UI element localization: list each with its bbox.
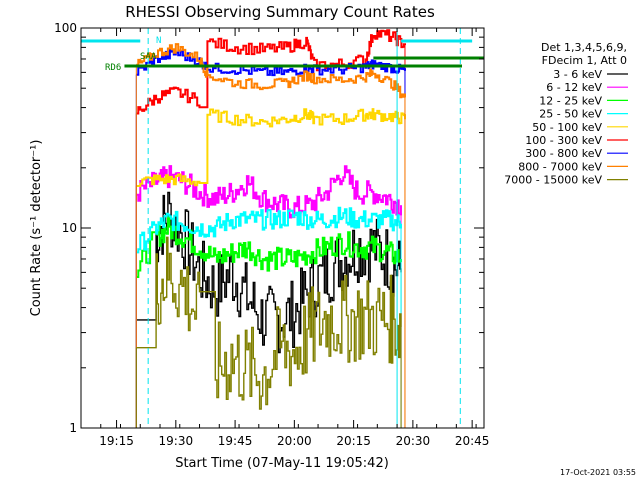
flag-label: N — [156, 36, 161, 46]
legend-label: 6 - 12 keV — [546, 81, 602, 94]
flag-label: SAA — [140, 52, 157, 62]
x-tick-label: 20:30 — [396, 434, 431, 448]
x-tick-label: 19:30 — [159, 434, 194, 448]
legend-label: 800 - 7000 keV — [518, 160, 602, 173]
legend-header: FDecim 1, Att 0 — [542, 54, 627, 67]
legend-label: 300 - 800 keV — [525, 147, 602, 160]
legend-label: 100 - 300 keV — [525, 134, 602, 147]
y-axis-label: Count Rate (s⁻¹ detector⁻¹) — [29, 140, 44, 317]
series-line — [136, 49, 406, 77]
series-line — [136, 43, 406, 99]
series-line — [136, 216, 402, 278]
y-tick-label: 1 — [69, 421, 77, 435]
legend-label: 12 - 25 keV — [539, 94, 602, 107]
chart-title: RHESSI Observing Summary Count Rates — [125, 3, 435, 21]
series-line — [136, 108, 406, 187]
x-tick-label: 19:45 — [218, 434, 253, 448]
x-tick-label: 20:15 — [336, 434, 371, 448]
legend-label: 25 - 50 keV — [539, 108, 602, 121]
legend-header: Det 1,3,4,5,6,9, — [541, 41, 627, 54]
x-axis-label: Start Time (07-May-11 19:05:42) — [175, 456, 389, 471]
legend-label: 50 - 100 keV — [532, 121, 602, 134]
y-tick-label: 100 — [54, 21, 77, 35]
series-line — [136, 29, 406, 115]
y-tick-label: 10 — [62, 221, 77, 235]
legend: Det 1,3,4,5,6,9,FDecim 1, Att 03 - 6 keV… — [504, 41, 628, 187]
series-line — [136, 206, 402, 254]
legend-label: 7000 - 15000 keV — [504, 174, 602, 187]
series-layer — [135, 29, 406, 428]
series-line — [136, 165, 402, 219]
timestamp: 17-Oct-2021 03:55 — [560, 468, 636, 477]
flag-label: RD6 — [105, 63, 121, 73]
x-tick-label: 19:15 — [99, 434, 134, 448]
series-line — [136, 236, 402, 410]
legend-label: 3 - 6 keV — [553, 68, 602, 81]
x-tick-label: 20:45 — [455, 434, 490, 448]
axis-layer: 19:15 19:30 19:45 20:00 20:15 20:30 20:45 1 10 10… — [54, 21, 489, 448]
x-tick-label: 20:00 — [277, 434, 312, 448]
